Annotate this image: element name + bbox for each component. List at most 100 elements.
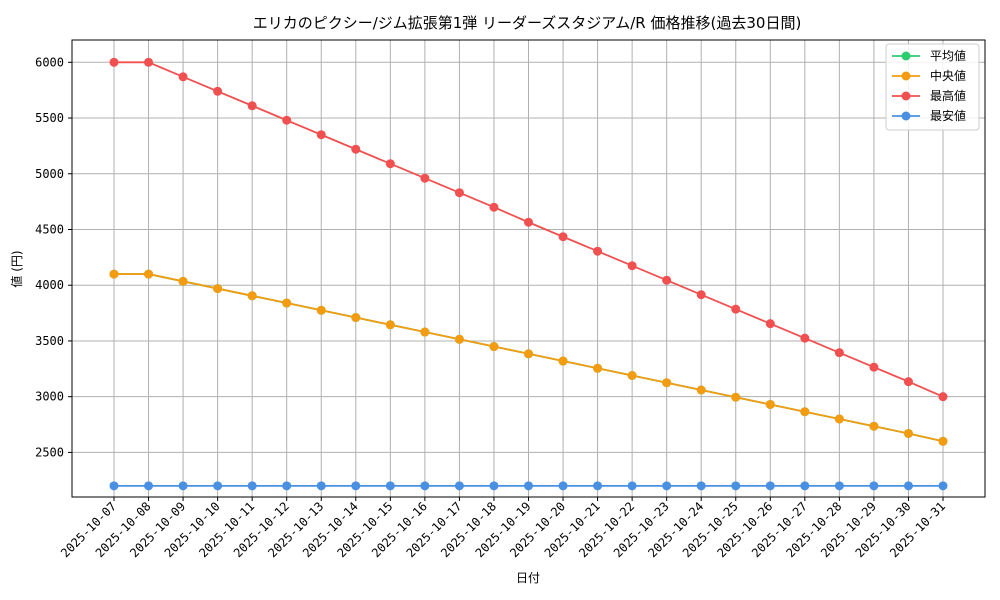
- data-point: [765, 319, 775, 329]
- data-point: [627, 371, 637, 381]
- data-point: [834, 348, 844, 358]
- data-point: [696, 290, 706, 300]
- data-point: [178, 481, 188, 491]
- series-4: [109, 481, 948, 491]
- legend-swatch-marker: [901, 91, 911, 101]
- data-point: [834, 481, 844, 491]
- data-point: [869, 421, 879, 431]
- data-point: [454, 334, 464, 344]
- legend-label: 中央値: [930, 68, 966, 83]
- data-point: [593, 246, 603, 256]
- data-point: [938, 392, 948, 402]
- data-point: [109, 481, 119, 491]
- data-point: [282, 298, 292, 308]
- data-point: [800, 481, 810, 491]
- data-point: [316, 481, 326, 491]
- data-point: [351, 144, 361, 154]
- y-tick-label: 6000: [35, 55, 64, 69]
- x-axis: 2025-10-072025-10-082025-10-092025-10-10…: [58, 497, 948, 560]
- data-point: [316, 305, 326, 315]
- data-point: [178, 72, 188, 82]
- y-tick-label: 5500: [35, 111, 64, 125]
- data-point: [420, 327, 430, 337]
- data-point: [765, 481, 775, 491]
- y-tick-label: 4000: [35, 278, 64, 292]
- data-point: [627, 481, 637, 491]
- data-point: [247, 481, 257, 491]
- data-point: [144, 269, 154, 279]
- data-point: [731, 481, 741, 491]
- data-point: [144, 481, 154, 491]
- data-point: [385, 320, 395, 330]
- chart-title: エリカのピクシー/ジム拡張第1弾 リーダーズスタジアム/R 価格推移(過去30日…: [253, 14, 802, 32]
- y-tick-label: 3500: [35, 334, 64, 348]
- data-point: [454, 188, 464, 198]
- grid: [72, 40, 985, 497]
- data-point: [524, 481, 533, 491]
- data-point: [282, 115, 292, 125]
- legend-item: 最安値: [892, 108, 966, 123]
- data-point: [903, 377, 913, 387]
- data-point: [454, 481, 464, 491]
- y-tick-label: 5000: [35, 167, 64, 181]
- data-point: [109, 57, 119, 67]
- data-point: [213, 481, 223, 491]
- data-point: [351, 481, 361, 491]
- data-point: [420, 173, 430, 183]
- data-point: [420, 481, 430, 491]
- legend-box: [885, 43, 980, 131]
- data-point: [938, 481, 948, 491]
- data-point: [696, 385, 706, 395]
- data-point: [558, 232, 568, 242]
- y-axis-label: 値 (円): [9, 250, 24, 287]
- data-point: [558, 356, 568, 366]
- data-point: [558, 481, 568, 491]
- data-point: [247, 101, 257, 111]
- series-3: [109, 57, 948, 402]
- data-point: [351, 313, 361, 323]
- data-point: [627, 261, 637, 271]
- data-point: [489, 342, 499, 352]
- data-point: [282, 481, 292, 491]
- data-point: [385, 481, 395, 491]
- legend-label: 最安値: [930, 108, 966, 123]
- y-axis: 2500 3000 3500 4000 4500 5000 5500 6000: [35, 55, 72, 459]
- data-point: [800, 407, 810, 417]
- data-point: [593, 363, 603, 373]
- legend-label: 平均値: [930, 48, 966, 63]
- data-point: [213, 284, 223, 294]
- legend-swatch-marker: [901, 111, 911, 121]
- legend-swatch-marker: [901, 51, 911, 61]
- data-point: [903, 481, 913, 491]
- data-point: [731, 392, 741, 402]
- data-point: [316, 130, 326, 140]
- data-point: [731, 304, 741, 314]
- data-point: [903, 428, 913, 438]
- data-point: [489, 202, 499, 212]
- data-point: [662, 275, 672, 285]
- legend-item: 中央値: [892, 68, 966, 83]
- data-point: [662, 481, 672, 491]
- data-point: [524, 217, 533, 227]
- data-point: [662, 378, 672, 388]
- data-point: [524, 349, 533, 359]
- data-point: [144, 57, 154, 67]
- data-point: [800, 333, 810, 343]
- data-point: [869, 481, 879, 491]
- x-axis-label: 日付: [516, 571, 540, 585]
- data-point: [869, 362, 879, 372]
- legend-item: 最高値: [892, 88, 966, 103]
- series-layer: [109, 57, 948, 491]
- data-point: [109, 269, 119, 279]
- legend-item: 平均値: [892, 48, 966, 63]
- data-point: [938, 436, 948, 446]
- data-point: [593, 481, 603, 491]
- legend-swatch-marker: [901, 71, 911, 81]
- data-point: [385, 159, 395, 169]
- data-point: [489, 481, 499, 491]
- data-point: [834, 414, 844, 424]
- legend-label: 最高値: [930, 88, 966, 103]
- series-2: [109, 269, 948, 446]
